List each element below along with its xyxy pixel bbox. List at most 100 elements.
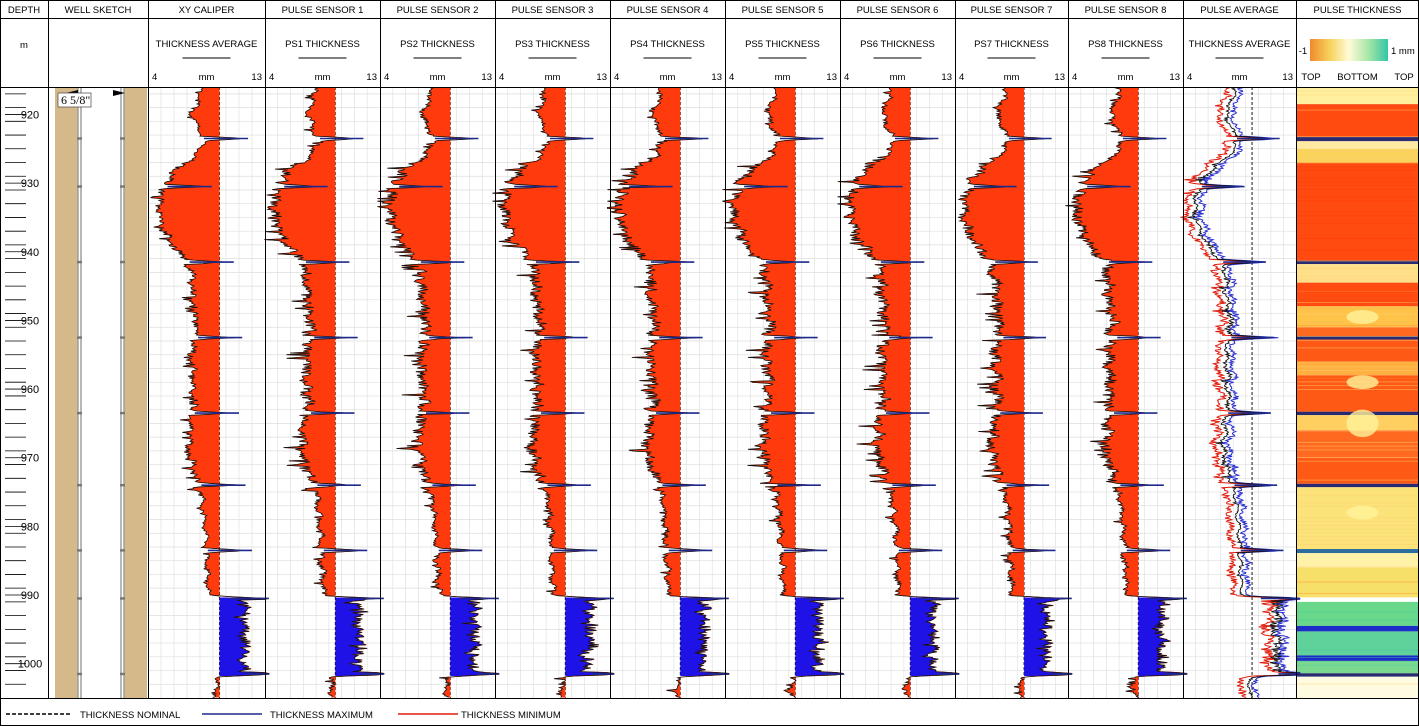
- image-texture: [1296, 532, 1419, 534]
- image-texture: [1296, 479, 1419, 481]
- scale-min: 4: [269, 72, 274, 83]
- image-texture: [1296, 94, 1419, 96]
- track-title: PULSE SENSOR 2: [397, 5, 479, 16]
- thickness-curve: [837, 87, 960, 698]
- track-curve-name: PS3 THICKNESS: [515, 39, 590, 50]
- image-texture: [1296, 649, 1419, 651]
- image-texture: [1296, 181, 1419, 183]
- image-texture: [1296, 457, 1419, 458]
- collar-marker: [120, 185, 125, 188]
- image-texture: [1296, 460, 1419, 462]
- scale-min: 4: [614, 72, 619, 83]
- track-curves-9: [1065, 87, 1188, 698]
- metal-loss-fill: [958, 87, 1025, 698]
- image-texture: [1296, 170, 1419, 171]
- image-texture: [1296, 524, 1419, 526]
- track-title: PULSE SENSOR 4: [627, 5, 709, 16]
- collar-marker: [120, 483, 125, 487]
- scale-max: 13: [596, 72, 607, 83]
- collar-marker: [120, 260, 125, 264]
- scale-max: 13: [711, 72, 722, 83]
- depth-label: 980: [21, 521, 39, 533]
- track-curve-name: THICKNESS AVERAGE: [1189, 39, 1291, 50]
- track-title: PULSE SENSOR 8: [1085, 5, 1167, 16]
- image-texture: [1296, 660, 1419, 662]
- track-curves-3: [377, 87, 500, 698]
- image-band: [1296, 676, 1419, 698]
- image-texture: [1296, 619, 1419, 621]
- image-texture: [1296, 449, 1419, 451]
- curves-layer: [149, 87, 1301, 698]
- depth-label: 940: [21, 247, 39, 259]
- track-curve-name: PS7 THICKNESS: [974, 39, 1049, 50]
- image-texture: [1296, 347, 1419, 349]
- metal-loss-fill: [264, 87, 336, 698]
- collar-marker: [77, 549, 82, 552]
- header-layer: DEPTH m WELL SKETCH XY CALIPER THICKNESS AVE…: [8, 5, 1415, 83]
- scale-max: 13: [941, 72, 952, 83]
- image-texture: [1296, 683, 1419, 685]
- metal-gain-fill: [565, 597, 614, 676]
- depth-label: 1000: [18, 659, 42, 671]
- image-band: [1296, 625, 1419, 632]
- collar-marker: [120, 137, 125, 140]
- metal-gain-fill: [219, 597, 269, 676]
- scale-unit: mm: [430, 72, 446, 83]
- track-curves-2: [264, 87, 385, 698]
- thickness-minimum-curve: [1180, 87, 1300, 698]
- depth-label: 970: [21, 453, 39, 465]
- image-band: [1296, 553, 1419, 568]
- legend-label: THICKNESS MINIMUM: [461, 710, 561, 721]
- collar-marker: [120, 336, 125, 339]
- track-title: XY CALIPER: [179, 5, 235, 16]
- collar-marker: [77, 483, 82, 487]
- image-texture: [1296, 566, 1419, 568]
- scale-max: 13: [1054, 72, 1065, 83]
- image-texture: [1296, 657, 1419, 658]
- casing-shoe-arrow-icon: [113, 90, 125, 96]
- image-texture: [1296, 290, 1419, 292]
- track-title: PULSE SENSOR 5: [742, 5, 824, 16]
- scale-max: 13: [481, 72, 492, 83]
- metal-gain-fill: [795, 597, 844, 676]
- casing-size-label: 6 5/8": [61, 93, 90, 107]
- image-texture: [1296, 211, 1419, 213]
- image-texture: [1296, 305, 1419, 307]
- scale-min: 4: [499, 72, 504, 83]
- track-curves-8: [957, 87, 1073, 698]
- metal-gain-fill: [450, 597, 499, 676]
- color-scale-bar: [1310, 39, 1388, 61]
- image-texture: [1296, 166, 1419, 168]
- image-texture: [1296, 581, 1419, 583]
- orientation-label: TOP: [1301, 72, 1320, 83]
- scale-max: 13: [826, 72, 837, 83]
- collar-marker: [77, 185, 82, 188]
- thickness-curve: [492, 87, 615, 698]
- scale-unit: mm: [199, 72, 215, 83]
- scale-min: 4: [844, 72, 849, 83]
- metal-gain-fill: [910, 597, 959, 676]
- track-curve-name: PS6 THICKNESS: [860, 39, 935, 50]
- image-band: [1296, 673, 1419, 677]
- depth-track-title: DEPTH: [8, 5, 40, 16]
- image-texture: [1296, 162, 1419, 164]
- track-curve-name: PS1 THICKNESS: [285, 39, 360, 50]
- track-title: PULSE SENSOR 6: [857, 5, 939, 16]
- track-curve-name: PS2 THICKNESS: [400, 39, 475, 50]
- track-title: PULSE SENSOR 3: [512, 5, 594, 16]
- image-track-title: PULSE THICKNESS: [1314, 5, 1402, 16]
- collar-marker: [77, 411, 82, 415]
- image-texture: [1296, 494, 1419, 496]
- image-band: [1296, 137, 1419, 142]
- image-texture: [1296, 188, 1419, 190]
- scale-min: 4: [729, 72, 734, 83]
- collar-marker: [120, 411, 125, 415]
- image-band: [1296, 601, 1419, 626]
- scale-min: 4: [1072, 72, 1077, 83]
- scale-min: 4: [959, 72, 964, 83]
- track-title: PULSE SENSOR 1: [282, 5, 364, 16]
- collar-marker: [77, 672, 82, 676]
- image-texture: [1296, 151, 1419, 152]
- track-title: PULSE AVERAGE: [1200, 5, 1279, 16]
- sketch-formation-right: [124, 87, 147, 698]
